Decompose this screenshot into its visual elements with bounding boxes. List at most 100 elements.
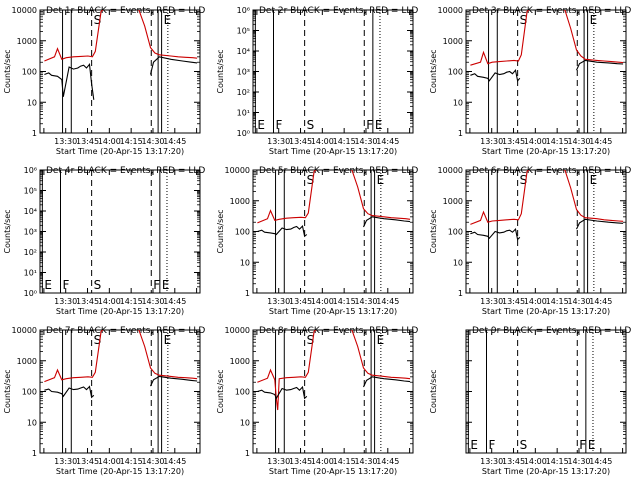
x-tick-label: 14:15 [333, 137, 356, 146]
time-marker-label: E [470, 438, 478, 452]
x-tick-label: 14:45 [589, 137, 612, 146]
x-tick-label: 14:00 [524, 137, 547, 146]
time-marker-label: F [63, 278, 70, 292]
panel-title: Det 1r BLACK = Events, RED = LLD [46, 6, 205, 16]
panel-title: Det 5r BLACK = Events, RED = LLD [259, 166, 418, 176]
y-tick-label: 100 [448, 228, 463, 237]
x-tick-label: 13:30 [480, 297, 503, 306]
x-tick-label: 13:30 [267, 137, 290, 146]
x-axis-label: Start Time (20-Apr-15 13:17:20) [269, 147, 397, 156]
y-tick-label: 100 [235, 388, 250, 397]
x-tick-label: 13:30 [480, 457, 503, 466]
x-tick-label: 13:45 [502, 137, 525, 146]
detector-panel-5: Det 5r BLACK = Events, RED = LLD 13:3013:… [216, 166, 418, 316]
series-group [44, 330, 198, 399]
x-tick-label: 14:45 [163, 457, 186, 466]
detector-panel-8: Det 8r BLACK = Events, RED = LLD 13:3013:… [216, 326, 418, 476]
series-group [257, 330, 411, 411]
y-tick-label: 10 [240, 258, 250, 267]
y-tick-label: 10000 [438, 6, 463, 15]
time-marker-label: S [307, 173, 315, 187]
x-tick-label: 14:15 [120, 457, 143, 466]
x-tick-label: 13:30 [267, 457, 290, 466]
y-tick-label: 10⁰ [237, 129, 250, 138]
y-axis-label: Counts/sec [3, 209, 12, 253]
x-tick-label: 13:45 [289, 457, 312, 466]
x-tick-label: 14:30 [354, 297, 377, 306]
lld-series-line [44, 330, 198, 383]
detector-panel-2: Det 2r BLACK = Events, RED = LLD 13:3013:… [216, 6, 418, 156]
time-marker-label: F [366, 118, 373, 132]
x-tick-label: 14:00 [98, 297, 121, 306]
events-series-line [362, 216, 411, 228]
time-marker-label: E [257, 118, 265, 132]
y-tick-label: 10000 [12, 6, 37, 15]
x-tick-label: 14:30 [567, 297, 590, 306]
y-tick-label: 1000 [17, 37, 37, 46]
x-tick-label: 13:45 [502, 297, 525, 306]
x-axis-label: Start Time (20-Apr-15 13:17:20) [56, 307, 184, 316]
time-marker-label: E [588, 438, 596, 452]
y-tick-label: 10⁵ [24, 187, 37, 196]
y-tick-label: 10 [27, 98, 37, 107]
plot-frame [252, 169, 414, 294]
x-axis-label: Start Time (20-Apr-15 13:17:20) [269, 467, 397, 476]
y-tick-label: 10¹ [24, 269, 37, 278]
time-marker-label: S [94, 13, 102, 27]
y-axis-label: Counts/sec [429, 49, 438, 93]
time-marker-label: S [520, 173, 528, 187]
x-tick-label: 14:30 [141, 457, 164, 466]
x-tick-label: 13:45 [76, 297, 99, 306]
y-tick-label: 10¹ [237, 109, 250, 118]
events-series-line [470, 68, 521, 82]
y-tick-label: 10000 [12, 326, 37, 335]
panel-title: Det 8r BLACK = Events, RED = LLD [259, 326, 418, 336]
x-tick-label: 13:45 [289, 297, 312, 306]
panel-title: Det 9r BLACK = Events, RED = LLD [472, 326, 631, 336]
x-tick-label: 14:30 [141, 297, 164, 306]
events-series-line [150, 375, 198, 387]
x-axis-label: Start Time (20-Apr-15 13:17:20) [56, 467, 184, 476]
x-tick-label: 13:30 [54, 297, 77, 306]
detector-panel-3: Det 3r BLACK = Events, RED = LLD 13:3013:… [429, 6, 631, 156]
x-tick-label: 14:00 [524, 457, 547, 466]
y-axis-label: Counts/sec [216, 369, 225, 413]
y-tick-label: 10 [240, 418, 250, 427]
y-tick-label: 1000 [443, 197, 463, 206]
y-tick-label: 10² [237, 88, 250, 97]
x-tick-label: 14:30 [141, 137, 164, 146]
y-axis-label: Counts/sec [216, 209, 225, 253]
x-tick-label: 14:30 [567, 457, 590, 466]
x-tick-label: 13:30 [267, 297, 290, 306]
y-axis-label: Counts/sec [3, 369, 12, 413]
time-marker-label: S [307, 333, 315, 347]
y-tick-label: 10 [27, 418, 37, 427]
y-tick-label: 100 [448, 68, 463, 77]
y-tick-label: 1 [32, 449, 37, 458]
x-tick-label: 14:15 [120, 297, 143, 306]
y-axis-label: Counts/sec [3, 49, 12, 93]
x-tick-label: 14:45 [163, 137, 186, 146]
x-axis-label: Start Time (20-Apr-15 13:17:20) [482, 307, 610, 316]
x-tick-label: 14:00 [98, 457, 121, 466]
series-group [44, 10, 198, 100]
x-tick-label: 13:45 [289, 137, 312, 146]
x-tick-label: 14:15 [120, 137, 143, 146]
time-marker-label: E [375, 118, 383, 132]
y-tick-label: 100 [22, 388, 37, 397]
x-tick-label: 14:45 [163, 297, 186, 306]
x-tick-label: 14:45 [376, 137, 399, 146]
panel-title: Det 7r BLACK = Events, RED = LLD [46, 326, 205, 336]
x-tick-label: 14:00 [311, 297, 334, 306]
y-tick-label: 1000 [443, 37, 463, 46]
time-marker-label: F [579, 438, 586, 452]
detector-panel-6: Det 6r BLACK = Events, RED = LLD 13:3013:… [429, 166, 631, 316]
x-axis-label: Start Time (20-Apr-15 13:17:20) [482, 147, 610, 156]
events-series-line [576, 59, 624, 71]
detector-panel-9: Det 9r BLACK = Events, RED = LLD 13:3013:… [429, 326, 631, 476]
series-group [470, 170, 624, 241]
time-marker-label: F [489, 438, 496, 452]
time-marker-label: S [520, 438, 528, 452]
x-tick-label: 14:00 [98, 137, 121, 146]
